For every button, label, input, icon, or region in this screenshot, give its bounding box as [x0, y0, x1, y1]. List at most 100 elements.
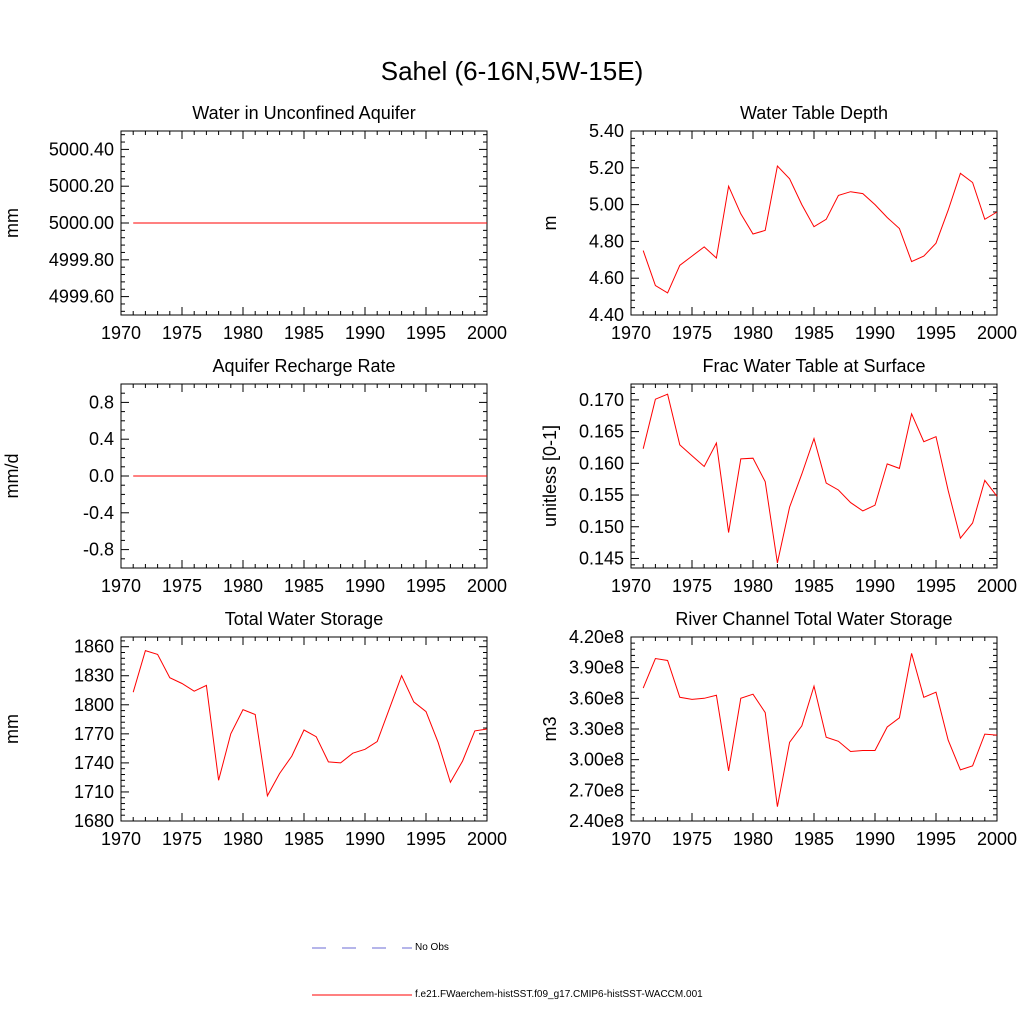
x-tick-label: 1995: [406, 323, 446, 343]
y-tick-label: 5.40: [589, 121, 624, 141]
y-axis-label: m3: [540, 716, 560, 741]
plot-frame: [630, 383, 998, 569]
y-axis-label: unitless [0-1]: [540, 425, 560, 527]
x-tick-label: 1975: [672, 829, 712, 849]
y-tick-label: 3.00e8: [569, 750, 624, 770]
x-tick-label: 1990: [855, 323, 895, 343]
x-tick-label: 1970: [101, 576, 141, 596]
x-tick-label: 1975: [672, 576, 712, 596]
x-tick-label: 1980: [223, 829, 263, 849]
x-tick-label: 1975: [672, 323, 712, 343]
x-tick-label: 1995: [916, 576, 956, 596]
x-tick-label: 1970: [101, 323, 141, 343]
x-tick-label: 1975: [162, 323, 202, 343]
y-tick-label: 0.155: [579, 485, 624, 505]
x-tick-label: 1985: [794, 829, 834, 849]
y-tick-label: 4.20e8: [569, 627, 624, 647]
series-line: [132, 649, 488, 798]
y-axis-label: m: [540, 216, 560, 231]
x-tick-label: 1995: [406, 829, 446, 849]
x-tick-label: 1980: [223, 323, 263, 343]
x-tick-label: 1980: [733, 829, 773, 849]
y-tick-label: 4999.80: [49, 250, 114, 270]
x-tick-label: 1975: [162, 576, 202, 596]
x-tick-label: 1990: [345, 323, 385, 343]
y-tick-label: 1680: [74, 811, 114, 831]
legend-label-model: f.e21.FWaerchem-histSST.f09_g17.CMIP6-hi…: [415, 989, 703, 1000]
x-tick-label: 1970: [611, 323, 651, 343]
x-tick-label: 1970: [611, 576, 651, 596]
y-tick-label: 1860: [74, 637, 114, 657]
y-tick-label: 3.90e8: [569, 658, 624, 678]
y-tick-label: 5.20: [589, 158, 624, 178]
y-tick-label: 5.00: [589, 195, 624, 215]
x-tick-label: 1985: [284, 829, 324, 849]
x-tick-label: 2000: [977, 323, 1017, 343]
y-tick-label: 0.170: [579, 390, 624, 410]
x-tick-label: 1985: [794, 576, 834, 596]
x-tick-label: 1990: [855, 829, 895, 849]
y-tick-label: 0.165: [579, 422, 624, 442]
y-axis-label: mm: [2, 714, 22, 744]
chart-panel: Aquifer Recharge Rate mm/d 1970 1975 1980 198…: [2, 356, 507, 596]
x-tick-label: 1975: [162, 829, 202, 849]
y-tick-label: 1800: [74, 695, 114, 715]
x-tick-label: 1990: [345, 576, 385, 596]
y-tick-label: 4.40: [589, 305, 624, 325]
y-tick-label: 0.8: [89, 392, 114, 412]
x-tick-label: 1970: [101, 829, 141, 849]
x-tick-label: 2000: [467, 576, 507, 596]
y-tick-label: 5000.00: [49, 213, 114, 233]
y-tick-label: -0.8: [83, 540, 114, 560]
y-tick-label: 0.4: [89, 429, 114, 449]
y-tick-label: 4.80: [589, 231, 624, 251]
figure-title: Sahel (6-16N,5W-15E): [380, 56, 644, 86]
chart-panel: Frac Water Table at Surface unitless [0-1…: [540, 356, 1017, 596]
panel-title: Total Water Storage: [225, 609, 383, 629]
series-line: [642, 653, 998, 807]
plot-frame: [630, 636, 998, 822]
panel-title: Aquifer Recharge Rate: [212, 356, 395, 376]
x-tick-label: 1985: [284, 576, 324, 596]
y-tick-label: 2.40e8: [569, 811, 624, 831]
y-tick-label: 5000.20: [49, 176, 114, 196]
y-tick-label: 5000.40: [49, 139, 114, 159]
y-axis-label: mm/d: [2, 454, 22, 499]
y-tick-label: 1830: [74, 666, 114, 686]
x-tick-label: 1980: [223, 576, 263, 596]
x-tick-label: 2000: [467, 829, 507, 849]
x-tick-label: 2000: [977, 576, 1017, 596]
series-line: [642, 164, 998, 294]
x-tick-label: 1970: [611, 829, 651, 849]
y-tick-label: 1740: [74, 753, 114, 773]
series-line: [642, 393, 998, 564]
x-tick-label: 1995: [916, 323, 956, 343]
x-tick-label: 1995: [406, 576, 446, 596]
panel-title: Water in Unconfined Aquifer: [192, 103, 415, 123]
x-tick-label: 2000: [977, 829, 1017, 849]
y-tick-label: 2.70e8: [569, 780, 624, 800]
y-tick-label: 0.145: [579, 548, 624, 568]
y-tick-label: 1710: [74, 782, 114, 802]
panel-title: River Channel Total Water Storage: [675, 609, 952, 629]
x-tick-label: 1995: [916, 829, 956, 849]
y-tick-label: 3.60e8: [569, 688, 624, 708]
x-tick-label: 1980: [733, 576, 773, 596]
x-tick-label: 1980: [733, 323, 773, 343]
plot-frame: [120, 636, 488, 822]
chart-panel: Total Water Storage mm 1970 1975 1980 1985 199…: [2, 609, 507, 849]
y-tick-label: 4.60: [589, 268, 624, 288]
y-tick-label: 0.150: [579, 517, 624, 537]
y-tick-label: 1770: [74, 724, 114, 744]
chart-panel: River Channel Total Water Storage m3 1970 1…: [540, 609, 1017, 849]
legend-label-no-obs: No Obs: [415, 942, 449, 953]
y-tick-label: 0.0: [89, 466, 114, 486]
panel-title: Frac Water Table at Surface: [702, 356, 925, 376]
chart-panel: Water in Unconfined Aquifer mm 1970 1975 198…: [2, 103, 507, 343]
y-tick-label: 3.30e8: [569, 719, 624, 739]
plot-frame: [630, 130, 998, 316]
x-tick-label: 2000: [467, 323, 507, 343]
x-tick-label: 1990: [855, 576, 895, 596]
chart-panel: Water Table Depth m 1970 1975 1980 1985 1990 19…: [540, 103, 1017, 343]
